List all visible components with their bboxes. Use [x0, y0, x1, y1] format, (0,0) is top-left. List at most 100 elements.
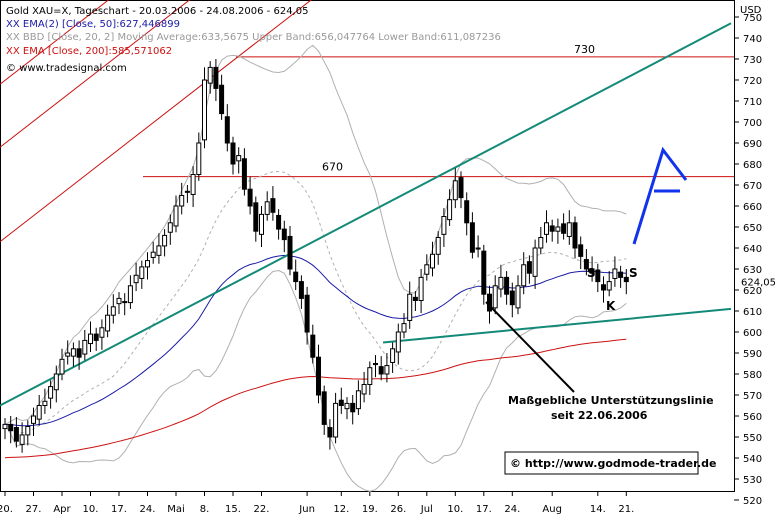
- y-tick-label: 650: [743, 223, 762, 234]
- candle-body: [509, 290, 515, 306]
- candle-body: [407, 293, 413, 321]
- candle-body: [464, 200, 470, 224]
- channel-line: [0, 0, 191, 148]
- candlesticks: [2, 59, 629, 453]
- ema200-line: [4, 338, 627, 459]
- candle-body: [390, 348, 396, 363]
- candle-body: [458, 177, 464, 199]
- candle-body: [293, 271, 299, 283]
- candle-body: [355, 390, 361, 410]
- x-tick-label: 26.: [390, 504, 406, 515]
- candle-body: [241, 158, 247, 190]
- candle-body: [42, 400, 48, 406]
- last-price-label: 624,05: [741, 278, 776, 289]
- candle-body: [544, 222, 549, 235]
- y-tick-label: 720: [743, 76, 762, 87]
- candle-body: [53, 373, 59, 391]
- legend-bollinger: XX BBD [Close, 20, 2] Moving Average:633…: [6, 32, 501, 43]
- x-tick-label: 19.: [362, 504, 378, 515]
- candle-body: [532, 247, 538, 277]
- shoulder-left-label: S: [587, 266, 596, 280]
- candle-body: [270, 198, 276, 213]
- candle-body: [595, 269, 601, 283]
- candle-body: [430, 253, 435, 269]
- x-tick-label: Aug: [542, 504, 562, 515]
- candle-body: [350, 402, 356, 413]
- candle-body: [259, 213, 264, 235]
- candle-body: [219, 84, 225, 115]
- x-tick-label: 24.: [140, 504, 156, 515]
- x-tick-label: 20.: [0, 504, 13, 515]
- candle-body: [469, 222, 475, 253]
- x-tick-label: 15.: [225, 504, 241, 515]
- candle-body: [207, 66, 213, 84]
- candle-body: [475, 247, 481, 250]
- candle-body: [264, 201, 270, 215]
- candle-body: [549, 225, 555, 232]
- candle-body: [578, 244, 584, 257]
- x-tick-label: 22.: [254, 504, 270, 515]
- candle-body: [361, 384, 367, 395]
- candle-body: [173, 205, 179, 227]
- long-trendline: [0, 22, 732, 407]
- candle-body: [287, 235, 293, 270]
- candle-body: [65, 352, 71, 357]
- candle-body: [2, 423, 8, 430]
- candle-body: [224, 116, 230, 144]
- x-tick-label: 10.: [83, 504, 99, 515]
- x-tick-label: 10.: [447, 504, 463, 515]
- candle-body: [441, 216, 447, 235]
- candle-body: [367, 367, 373, 386]
- candle-body: [247, 188, 253, 207]
- red-trend-channel: [0, 0, 312, 243]
- moving-averages: [4, 254, 627, 459]
- source-text: www.tradesignal.com: [19, 63, 127, 74]
- candle-body: [162, 234, 168, 247]
- candle-body: [213, 66, 219, 89]
- candle-body: [190, 174, 196, 195]
- candle-body: [424, 264, 430, 275]
- candle-body: [344, 402, 350, 410]
- credit-box: [504, 451, 699, 475]
- x-axis: 20. 27. Apr 10. 17. 24. Mai 8. 15. 22. Jun 12. 19. 26…: [0, 491, 634, 515]
- currency-label: USD: [740, 5, 762, 16]
- y-axis: 520 530 540 550 560 570 580 590 600 610 620 630 640 6…: [734, 13, 776, 507]
- y-tick-label: 560: [743, 412, 762, 423]
- candle-body: [93, 333, 99, 341]
- channel-line: [0, 0, 312, 243]
- x-tick-label: 12.: [333, 504, 349, 515]
- x-tick-label: Jul: [420, 504, 433, 515]
- projection-arrow: [632, 146, 688, 245]
- source-copyright: © www.tradesignal.com: [6, 63, 127, 74]
- shoulder-right-label: S: [629, 266, 638, 280]
- y-tick-label: 730: [743, 55, 762, 66]
- candle-body: [253, 202, 259, 232]
- candle-body: [338, 399, 344, 406]
- candle-body: [202, 79, 207, 141]
- candle-body: [59, 358, 65, 375]
- y-tick-label: 740: [743, 34, 762, 45]
- candle-body: [133, 274, 139, 284]
- candle-body: [156, 245, 162, 256]
- head-label: K: [606, 299, 616, 313]
- candle-body: [618, 271, 624, 278]
- candle-body: [515, 285, 521, 309]
- candle-body: [589, 268, 595, 274]
- upper-band: [4, 44, 627, 425]
- candle-body: [481, 250, 487, 295]
- candle-body: [606, 281, 612, 291]
- y-tick-label: 530: [743, 475, 762, 486]
- y-tick-label: 610: [743, 307, 762, 318]
- y-tick-label: 680: [743, 160, 762, 171]
- candle-body: [498, 276, 504, 290]
- resistance-label-670: 670: [322, 161, 343, 174]
- candle-body: [447, 199, 453, 221]
- x-tick-label: 17.: [476, 504, 492, 515]
- candle-body: [492, 285, 498, 309]
- candle-body: [384, 365, 390, 375]
- candle-body: [298, 281, 304, 299]
- y-tick-label: 640: [743, 244, 762, 255]
- candle-body: [25, 426, 31, 436]
- candle-body: [304, 294, 310, 333]
